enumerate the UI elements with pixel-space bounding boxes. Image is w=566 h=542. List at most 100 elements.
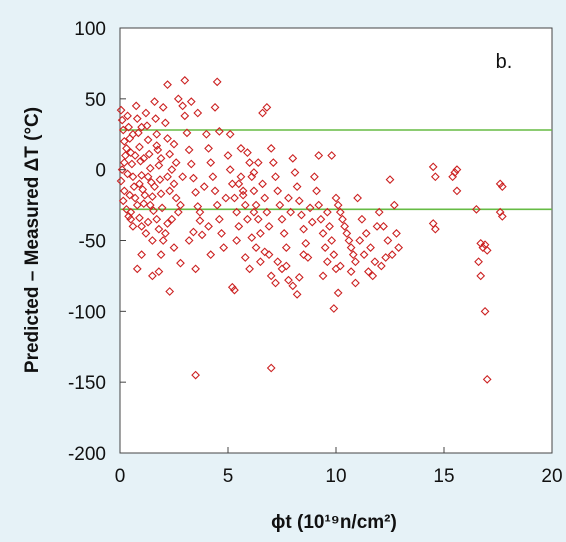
data-point bbox=[240, 200, 250, 210]
data-point bbox=[271, 172, 280, 182]
data-point bbox=[284, 275, 293, 285]
data-point bbox=[232, 207, 242, 217]
data-point bbox=[137, 170, 146, 180]
data-point bbox=[150, 97, 159, 107]
data-point bbox=[202, 129, 211, 139]
data-point bbox=[277, 214, 287, 224]
data-point bbox=[452, 186, 462, 196]
data-point bbox=[117, 115, 127, 125]
data-point bbox=[292, 289, 302, 299]
data-point bbox=[474, 257, 483, 267]
data-point bbox=[145, 163, 155, 173]
data-point bbox=[195, 207, 205, 217]
data-point bbox=[238, 190, 248, 200]
data-point bbox=[122, 144, 131, 153]
data-point bbox=[288, 153, 298, 163]
data-point bbox=[173, 94, 183, 104]
y-tick-label: 50 bbox=[85, 90, 106, 111]
data-point bbox=[351, 257, 360, 267]
data-point bbox=[156, 153, 166, 163]
data-point bbox=[316, 214, 326, 224]
data-point bbox=[247, 233, 257, 243]
y-tick-label: -200 bbox=[68, 444, 106, 465]
data-point bbox=[182, 128, 192, 138]
data-point bbox=[338, 214, 347, 224]
data-point bbox=[118, 196, 128, 206]
data-point bbox=[361, 229, 371, 238]
data-point bbox=[273, 186, 283, 196]
data-point bbox=[119, 158, 129, 167]
data-point bbox=[374, 207, 384, 217]
data-point bbox=[253, 158, 263, 167]
data-point bbox=[480, 306, 490, 316]
data-point bbox=[126, 148, 136, 158]
data-point bbox=[335, 207, 345, 217]
data-point bbox=[191, 264, 200, 274]
data-point bbox=[163, 219, 172, 228]
y-tick-label: -50 bbox=[79, 232, 106, 253]
data-point bbox=[243, 214, 252, 224]
data-point bbox=[327, 236, 337, 245]
data-point bbox=[329, 304, 339, 313]
y-axis-title: Predicted – Measured ΔT (°C) bbox=[22, 107, 43, 373]
data-point bbox=[158, 236, 168, 245]
data-point bbox=[240, 253, 250, 262]
data-point bbox=[258, 179, 267, 189]
data-point bbox=[119, 136, 129, 146]
data-point bbox=[284, 193, 293, 203]
data-point bbox=[346, 243, 356, 252]
data-point bbox=[327, 151, 337, 160]
data-point bbox=[195, 216, 205, 226]
data-point bbox=[186, 159, 196, 169]
data-point bbox=[171, 193, 181, 203]
data-point bbox=[132, 264, 142, 274]
data-point bbox=[160, 229, 170, 238]
data-point bbox=[178, 101, 188, 111]
data-point bbox=[148, 271, 157, 281]
data-point bbox=[130, 193, 140, 203]
data-point bbox=[331, 193, 341, 203]
data-point bbox=[364, 267, 373, 277]
data-point bbox=[160, 118, 170, 128]
data-point bbox=[193, 108, 203, 118]
data-point bbox=[204, 144, 213, 153]
data-point bbox=[154, 224, 164, 234]
data-point bbox=[286, 207, 296, 217]
data-point bbox=[234, 179, 244, 189]
data-point bbox=[124, 122, 134, 132]
data-point bbox=[273, 257, 283, 267]
data-point bbox=[141, 229, 151, 238]
data-point bbox=[299, 250, 308, 260]
data-point bbox=[379, 221, 388, 231]
data-point bbox=[320, 243, 330, 252]
x-tick-label: 10 bbox=[325, 466, 346, 487]
data-point bbox=[227, 179, 237, 189]
data-point bbox=[245, 264, 254, 274]
data-point bbox=[219, 243, 229, 252]
data-point bbox=[157, 203, 167, 213]
data-point bbox=[312, 186, 321, 196]
data-point bbox=[249, 168, 259, 177]
data-point bbox=[478, 243, 488, 252]
data-point bbox=[117, 165, 127, 175]
data-point bbox=[143, 217, 153, 227]
data-point bbox=[139, 199, 149, 209]
data-point bbox=[154, 161, 164, 170]
panel-label: b. bbox=[496, 51, 513, 73]
data-point bbox=[116, 176, 126, 186]
data-point bbox=[310, 172, 319, 182]
data-point bbox=[180, 76, 190, 85]
data-point bbox=[140, 190, 150, 200]
data-point bbox=[191, 370, 200, 380]
y-axis-ticks: 100 50 0 -50 -100 -150 -200 bbox=[68, 19, 126, 465]
data-point bbox=[430, 172, 440, 182]
data-point bbox=[169, 139, 179, 149]
data-point bbox=[142, 121, 152, 131]
data-point bbox=[176, 258, 185, 268]
data-point bbox=[128, 221, 138, 231]
data-point bbox=[176, 200, 185, 210]
data-point bbox=[264, 250, 274, 260]
data-point bbox=[184, 236, 194, 245]
data-point bbox=[137, 221, 146, 231]
data-point bbox=[163, 172, 172, 182]
